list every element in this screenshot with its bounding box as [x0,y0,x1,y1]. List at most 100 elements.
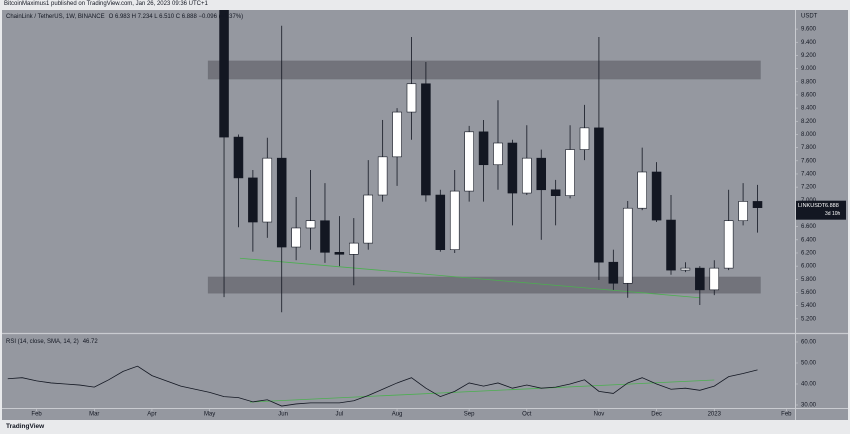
y-tick-label: 60.00 [801,340,817,346]
y-tick-label: 30.00 [801,403,817,409]
x-tick-label: May [204,412,215,418]
rsi-pane [7,365,758,407]
candle-body [478,131,489,166]
x-tick-label: Jun [278,412,288,418]
candle-body [493,142,503,166]
y-tick-label: 6.200 [801,251,817,257]
candle-body [608,261,619,284]
candle-body [363,194,373,244]
candle-body [550,189,561,196]
x-tick-label: Oct [522,412,532,418]
y-tick-label: 50.00 [801,361,817,367]
rsi-line [7,365,758,407]
y-tick-label: 5.200 [801,316,817,322]
candle-body [723,220,734,269]
publisher-line: BitcoinMaximus1 published on TradingView… [4,1,208,7]
trendline [249,379,715,403]
price-tag-countdown: 3d 10h [825,211,841,217]
chart-background [2,10,848,420]
candle-body [507,142,518,194]
candle-body [651,171,662,221]
x-tick-label: Dec [651,412,662,418]
candle-body [738,201,748,222]
candle-body [464,131,474,192]
candle-body [695,267,705,291]
price-pane [207,10,763,313]
rsi-title: RSI (14, close, SMA, 14, 2) [6,339,79,345]
candle-body [622,207,633,284]
candle-body [276,157,287,248]
y-tick-label: 9.000 [801,66,817,72]
y-tick-label: 9.600 [801,27,817,33]
candle-body [219,10,229,138]
symbol-legend: ChainLink / TetherUS, 1W, BINANCE O 6.983… [6,14,243,20]
unit-label: USDT [801,14,818,20]
candle-body [666,219,676,271]
trendline [239,257,700,299]
candle-body [248,177,258,223]
x-tick-label: Aug [392,412,403,418]
y-tick-label: 5.800 [801,277,817,283]
candle-body [680,267,691,271]
y-tick-label: 8.400 [801,106,817,112]
y-tick-label: 9.400 [801,40,817,46]
y-tick-label: 40.00 [801,382,817,388]
y-tick-label: 8.200 [801,119,817,125]
y-tick-label: 7.800 [801,145,817,151]
rsi-value: 46.72 [83,339,99,345]
candle-body [579,127,590,150]
candle-body [291,227,301,248]
x-tick-label: Sep [464,412,475,418]
x-tick-label: Feb [781,412,792,418]
x-tick-label: Apr [147,412,156,418]
y-tick-label: 5.600 [801,290,817,296]
rsi-legend: RSI (14, close, SMA, 14, 2) 46.72 [6,339,98,345]
y-tick-label: 8.800 [801,79,817,85]
candle-body [594,127,604,263]
x-tick-label: Feb [31,412,42,418]
candle-body [262,157,273,223]
candle-body [435,194,446,250]
candle-body [449,190,460,250]
candle-body [709,267,720,291]
candle-body [752,201,763,208]
ohlc-legend: O 6.983 H 7.234 L 6.510 C 6.888 −0.096 (… [109,14,244,20]
y-tick-label: 7.400 [801,172,817,178]
candle-body [305,220,316,229]
symbol-title: ChainLink / TetherUS, 1W, BINANCE [6,14,105,20]
y-tick-label: 6.000 [801,264,817,270]
candle-body [522,157,532,194]
x-tick-label: Nov [594,412,605,418]
x-tick-label: Mar [89,412,99,418]
candle-body [320,220,330,253]
x-tick-label: 2023 [708,412,722,418]
price-tag-price: 6.888 [825,203,839,209]
candle-body [565,149,575,196]
price-tag-symbol: LINKUSDT [798,203,826,209]
y-tick-label: 6.600 [801,224,817,230]
y-tick-label: 7.600 [801,158,817,164]
y-tick-label: 8.600 [801,93,817,99]
y-tick-label: 8.000 [801,132,817,138]
candle-body [536,157,547,191]
price-zone [207,60,761,80]
candle-body [406,83,417,113]
candle-body [637,171,647,209]
candle-body [421,83,431,196]
x-tick-label: Jul [336,412,344,418]
y-tick-label: 7.200 [801,185,817,191]
candle-body [392,111,402,158]
price-zone [207,276,761,294]
chart: 5.200 5.400 5.600 5.800 6.000 6.200 6.400 6.600… [2,10,848,420]
footer-logo: TradingView [6,423,45,430]
candle-body [377,156,388,196]
candle-body [349,242,359,255]
candle-body [334,252,345,255]
y-tick-label: 6.400 [801,237,817,243]
price-tag [796,200,846,220]
y-tick-label: 5.400 [801,303,817,309]
axes: 5.200 5.400 5.600 5.800 6.000 6.200 6.400 6.600… [31,14,846,418]
y-tick-label: 9.200 [801,53,817,59]
candle-body [233,136,244,179]
